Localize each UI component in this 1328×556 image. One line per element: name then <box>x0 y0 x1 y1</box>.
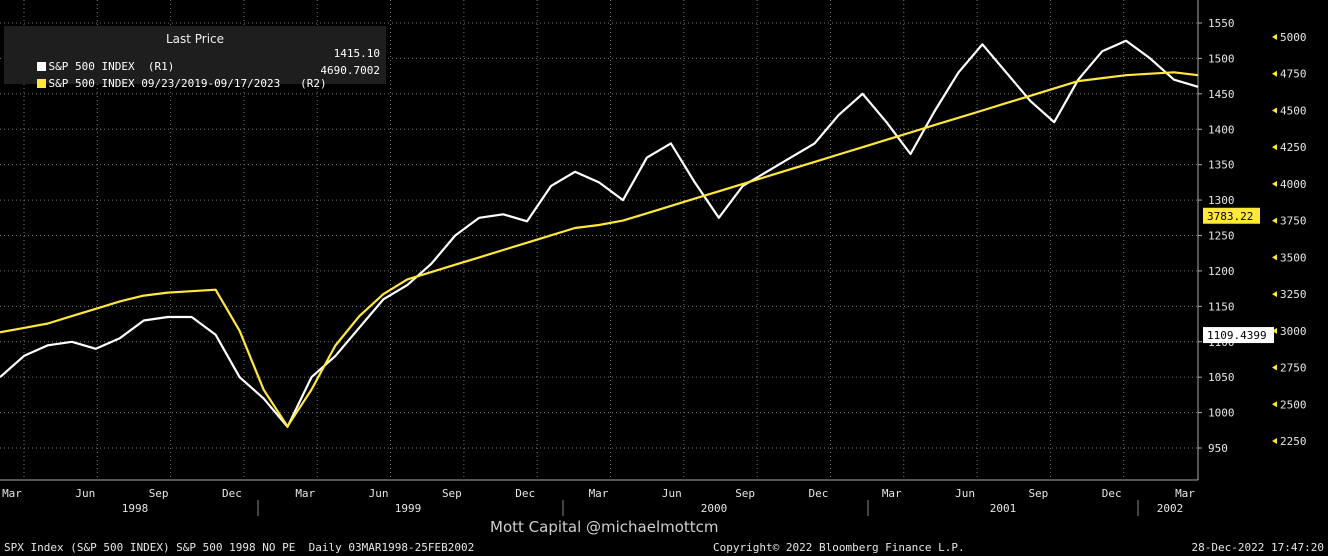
last-value-label-r2: 3783.22 <box>1207 210 1253 223</box>
y-tick-marker-r2 <box>1272 217 1277 224</box>
x-tick-label-month: Mar <box>1175 487 1195 500</box>
y-tick-label-r2: 4750 <box>1280 68 1307 81</box>
x-tick-label-month: Jun <box>369 487 389 500</box>
legend-value-r1: 1415.10 <box>333 47 380 60</box>
x-year-label: 1998 <box>122 502 149 515</box>
y-tick-marker-r2 <box>1272 291 1277 298</box>
x-tick-label-month: Sep <box>442 487 462 500</box>
y-tick-label-r2: 3000 <box>1280 325 1307 338</box>
x-tick-label-month: Jun <box>955 487 975 500</box>
y-tick-label-r2: 2750 <box>1280 362 1307 375</box>
y-tick-marker-r2 <box>1272 180 1277 187</box>
y-tick-marker-r2 <box>1272 401 1277 408</box>
y-tick-label-r1: 950 <box>1208 442 1228 455</box>
y-tick-label-r2: 3500 <box>1280 251 1307 264</box>
x-tick-label-month: Dec <box>515 487 535 500</box>
y-tick-marker-r2 <box>1272 364 1277 371</box>
x-tick-label-month: Sep <box>1028 487 1048 500</box>
last-value-tag-r2 <box>1203 207 1260 224</box>
series-line-r2 <box>0 71 1199 428</box>
x-tick-label-month: Dec <box>222 487 242 500</box>
legend-swatch-r2 <box>36 79 46 88</box>
x-tick-label-month: Mar <box>2 487 22 500</box>
y-tick-label-r1: 1550 <box>1208 17 1235 30</box>
y-tick-label-r1: 1400 <box>1208 123 1235 136</box>
x-tick-label-month: Dec <box>809 487 829 500</box>
footer-copyright: Copyright© 2022 Bloomberg Finance L.P. <box>713 541 965 554</box>
x-year-label: 2002 <box>1157 502 1184 515</box>
y-tick-label-r1: 1000 <box>1208 407 1235 420</box>
y-tick-label-r2: 3250 <box>1280 288 1307 301</box>
y-tick-marker-r2 <box>1272 34 1277 40</box>
x-year-label: 2000 <box>701 502 728 515</box>
x-tick-label-month: Dec <box>1102 487 1122 500</box>
y-tick-label-r2: 2500 <box>1280 398 1307 411</box>
legend-item-r2: S&P 500 INDEX 09/23/2019-09/17/2023 (R2)… <box>10 64 380 90</box>
x-year-label: 1999 <box>395 502 422 515</box>
y-tick-label-r2: 4500 <box>1280 104 1307 117</box>
y-tick-label-r1: 1250 <box>1208 230 1235 243</box>
x-tick-label-month: Sep <box>149 487 169 500</box>
legend-item-r1: S&P 500 INDEX (R1) 1415.10 <box>10 47 380 73</box>
y-tick-label-r1: 1150 <box>1208 300 1235 313</box>
legend-value-r2: 4690.7002 <box>320 64 380 77</box>
y-tick-marker-r2 <box>1272 144 1277 151</box>
last-value-label-r1: 1109.4399 <box>1207 329 1267 342</box>
y-tick-marker-r2 <box>1272 327 1277 334</box>
y-tick-label-r2: 3750 <box>1280 215 1307 228</box>
legend-title: Last Price <box>165 32 225 46</box>
y-tick-label-r1: 1200 <box>1208 265 1235 278</box>
y-tick-marker-r2 <box>1272 70 1277 77</box>
y-tick-label-r1: 1350 <box>1208 159 1235 172</box>
footer-timestamp: 28-Dec-2022 17:47:20 <box>1191 541 1324 554</box>
legend-label-r1: S&P 500 INDEX (R1) <box>48 60 175 73</box>
chart-legend: Last Price S&P 500 INDEX (R1) 1415.10 S&… <box>4 26 386 90</box>
y-tick-label-r1: 1300 <box>1208 194 1235 207</box>
y-tick-label-r2: 4000 <box>1280 178 1307 191</box>
x-tick-label-month: Mar <box>589 487 609 500</box>
y-tick-label-r2: 4250 <box>1280 141 1307 154</box>
legend-label-r2: S&P 500 INDEX 09/23/2019-09/17/2023 (R2) <box>48 77 327 90</box>
watermark: Mott Capital @michaelmottcm <box>490 518 719 536</box>
x-year-label: 2001 <box>990 502 1017 515</box>
x-tick-label-month: Sep <box>735 487 755 500</box>
y-tick-marker-r2 <box>1272 107 1277 114</box>
x-tick-label-month: Mar <box>882 487 902 500</box>
y-tick-label-r1: 1500 <box>1208 52 1235 65</box>
series-line-r1 <box>0 39 1199 428</box>
y-tick-label-r2: 2250 <box>1280 435 1307 448</box>
legend-swatch-r1 <box>36 62 46 71</box>
y-tick-marker-r2 <box>1272 438 1277 444</box>
x-tick-label-month: Jun <box>662 487 682 500</box>
last-value-tag-r1 <box>1203 327 1274 344</box>
y-tick-marker-r2 <box>1272 254 1277 261</box>
x-tick-label-month: Mar <box>295 487 315 500</box>
footer-security-description: SPX Index (S&P 500 INDEX) S&P 500 1998 N… <box>4 541 475 554</box>
x-tick-label-month: Jun <box>75 487 95 500</box>
y-tick-label-r1: 1450 <box>1208 88 1235 101</box>
y-tick-label-r2: 5000 <box>1280 31 1307 44</box>
y-tick-label-r1: 1050 <box>1208 371 1235 384</box>
